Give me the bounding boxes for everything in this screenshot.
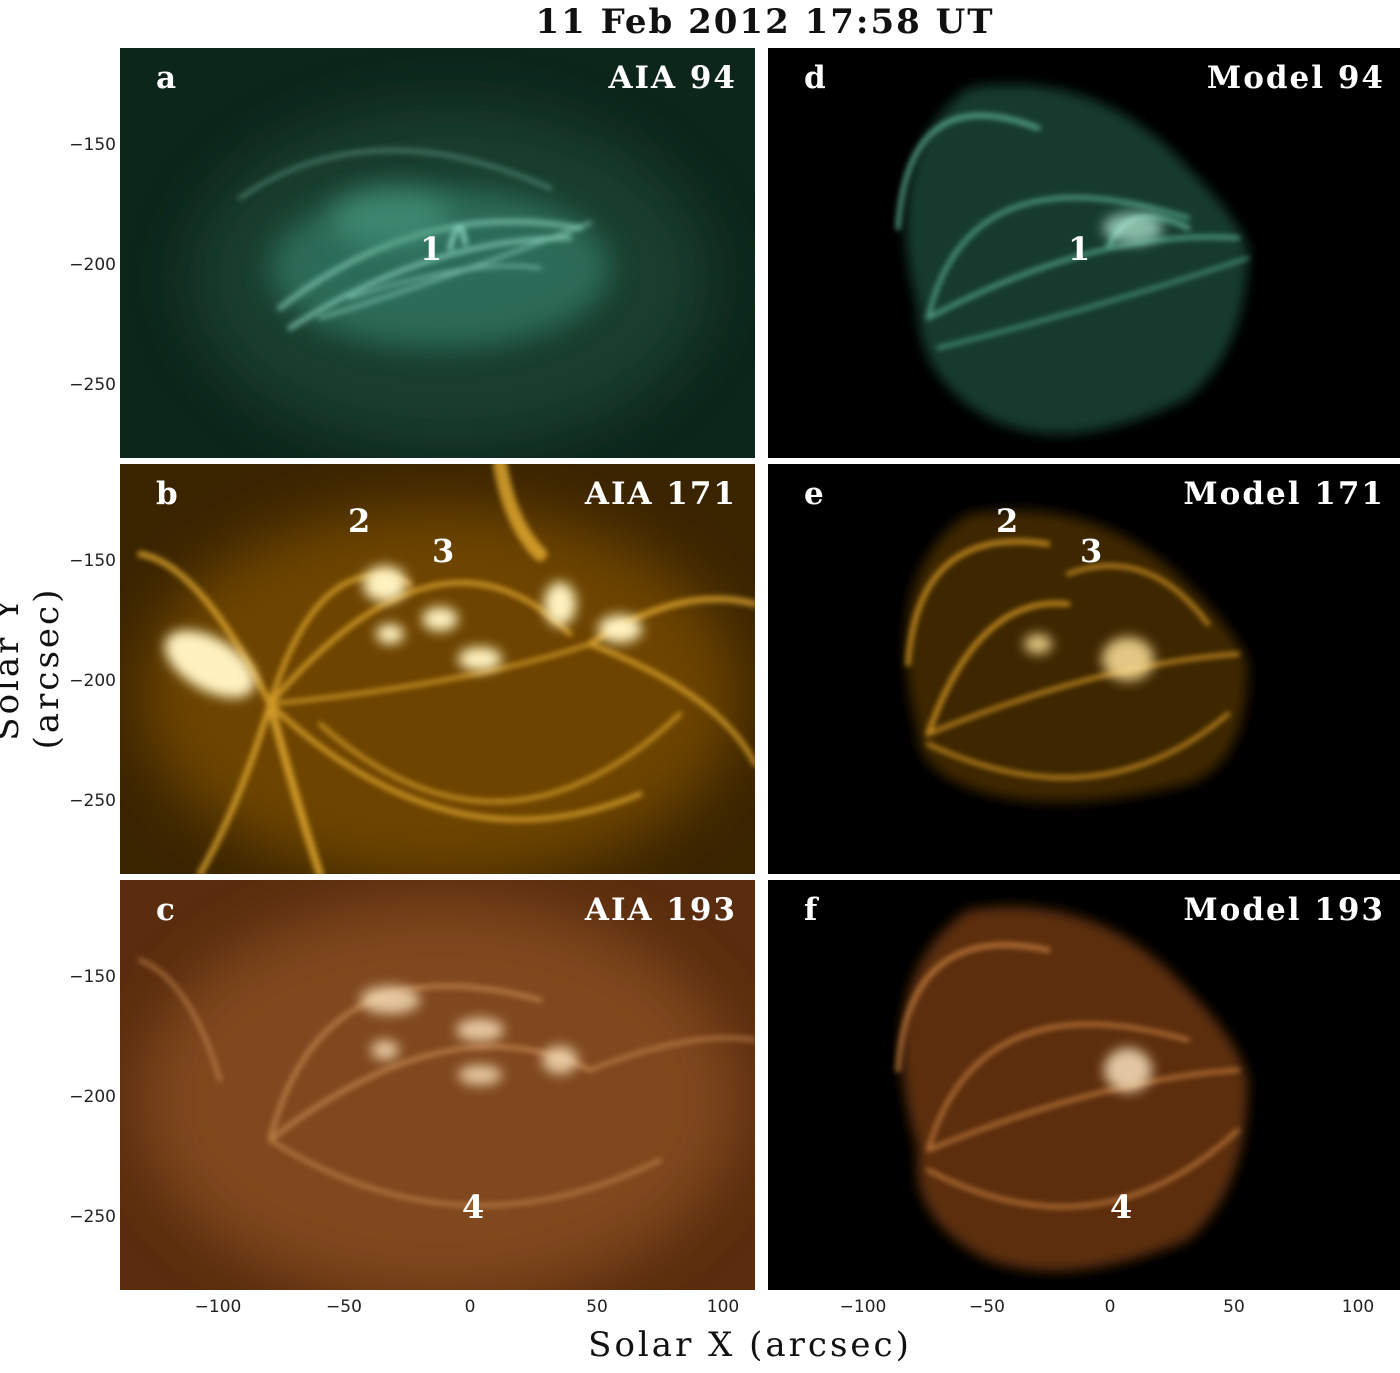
panel-title-f: Model 193 (1183, 892, 1385, 928)
ytick-label: −250 (69, 1207, 116, 1227)
y-axis-label: Solar Y (arcsec) (0, 586, 67, 750)
panel-title-c: AIA 193 (584, 892, 737, 928)
panel-c-aia-193: c AIA 193 4 (120, 880, 755, 1290)
xtick-label: 100 (706, 1297, 740, 1317)
ytick-label: −200 (69, 1087, 116, 1107)
panel-title-d: Model 94 (1206, 60, 1385, 96)
panel-title-e: Model 171 (1183, 476, 1385, 512)
xtick-label: −100 (194, 1297, 242, 1317)
annotation-4: 4 (462, 1188, 485, 1226)
panel-d-model-94: d Model 94 1 (768, 48, 1400, 458)
ytick-label: −150 (69, 967, 116, 987)
model-193-image (768, 880, 1400, 1290)
panel-label-c: c (156, 892, 177, 928)
annotation-4-model: 4 (1110, 1188, 1133, 1226)
annotation-2: 2 (348, 502, 371, 540)
panel-label-e: e (804, 476, 826, 512)
annotation-1-model: 1 (1068, 230, 1091, 268)
annotation-1: 1 (420, 230, 443, 268)
panel-label-d: d (804, 60, 828, 96)
model-94-image (768, 48, 1400, 458)
xtick-label: −50 (969, 1297, 1005, 1317)
panel-label-a: a (156, 60, 179, 96)
ytick-label: −250 (69, 791, 116, 811)
ytick-label: −200 (69, 255, 116, 275)
annotation-2-model: 2 (996, 502, 1019, 540)
xtick-label: −50 (326, 1297, 362, 1317)
aia-193-image (120, 880, 755, 1290)
xtick-label: 0 (464, 1297, 476, 1317)
panel-title-a: AIA 94 (608, 60, 737, 96)
panel-label-b: b (156, 476, 180, 512)
aia-94-image (120, 48, 755, 458)
xtick-label: 50 (586, 1297, 608, 1317)
panel-e-model-171: e Model 171 2 3 (768, 464, 1400, 874)
xtick-label: 50 (1223, 1297, 1245, 1317)
model-171-image (768, 464, 1400, 874)
panel-a-aia-94: a AIA 94 1 (120, 48, 755, 458)
x-axis-label: Solar X (arcsec) (588, 1325, 912, 1365)
panel-b-aia-171: b AIA 171 2 3 (120, 464, 755, 874)
panel-title-b: AIA 171 (584, 476, 737, 512)
xtick-label: −100 (839, 1297, 887, 1317)
annotation-3-model: 3 (1080, 532, 1103, 570)
ytick-label: −150 (69, 551, 116, 571)
aia-171-image (120, 464, 755, 874)
panel-f-model-193: f Model 193 4 (768, 880, 1400, 1290)
figure-title: 11 Feb 2012 17:58 UT (535, 2, 995, 42)
xtick-label: 100 (1341, 1297, 1375, 1317)
xtick-label: 0 (1104, 1297, 1116, 1317)
annotation-3: 3 (432, 532, 455, 570)
ytick-label: −150 (69, 135, 116, 155)
ytick-label: −250 (69, 375, 116, 395)
ytick-label: −200 (69, 671, 116, 691)
panel-label-f: f (804, 892, 820, 928)
